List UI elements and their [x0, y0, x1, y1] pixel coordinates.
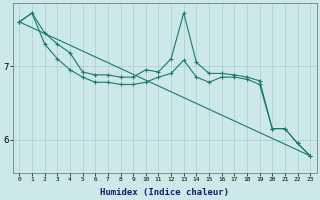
X-axis label: Humidex (Indice chaleur): Humidex (Indice chaleur): [100, 188, 229, 197]
